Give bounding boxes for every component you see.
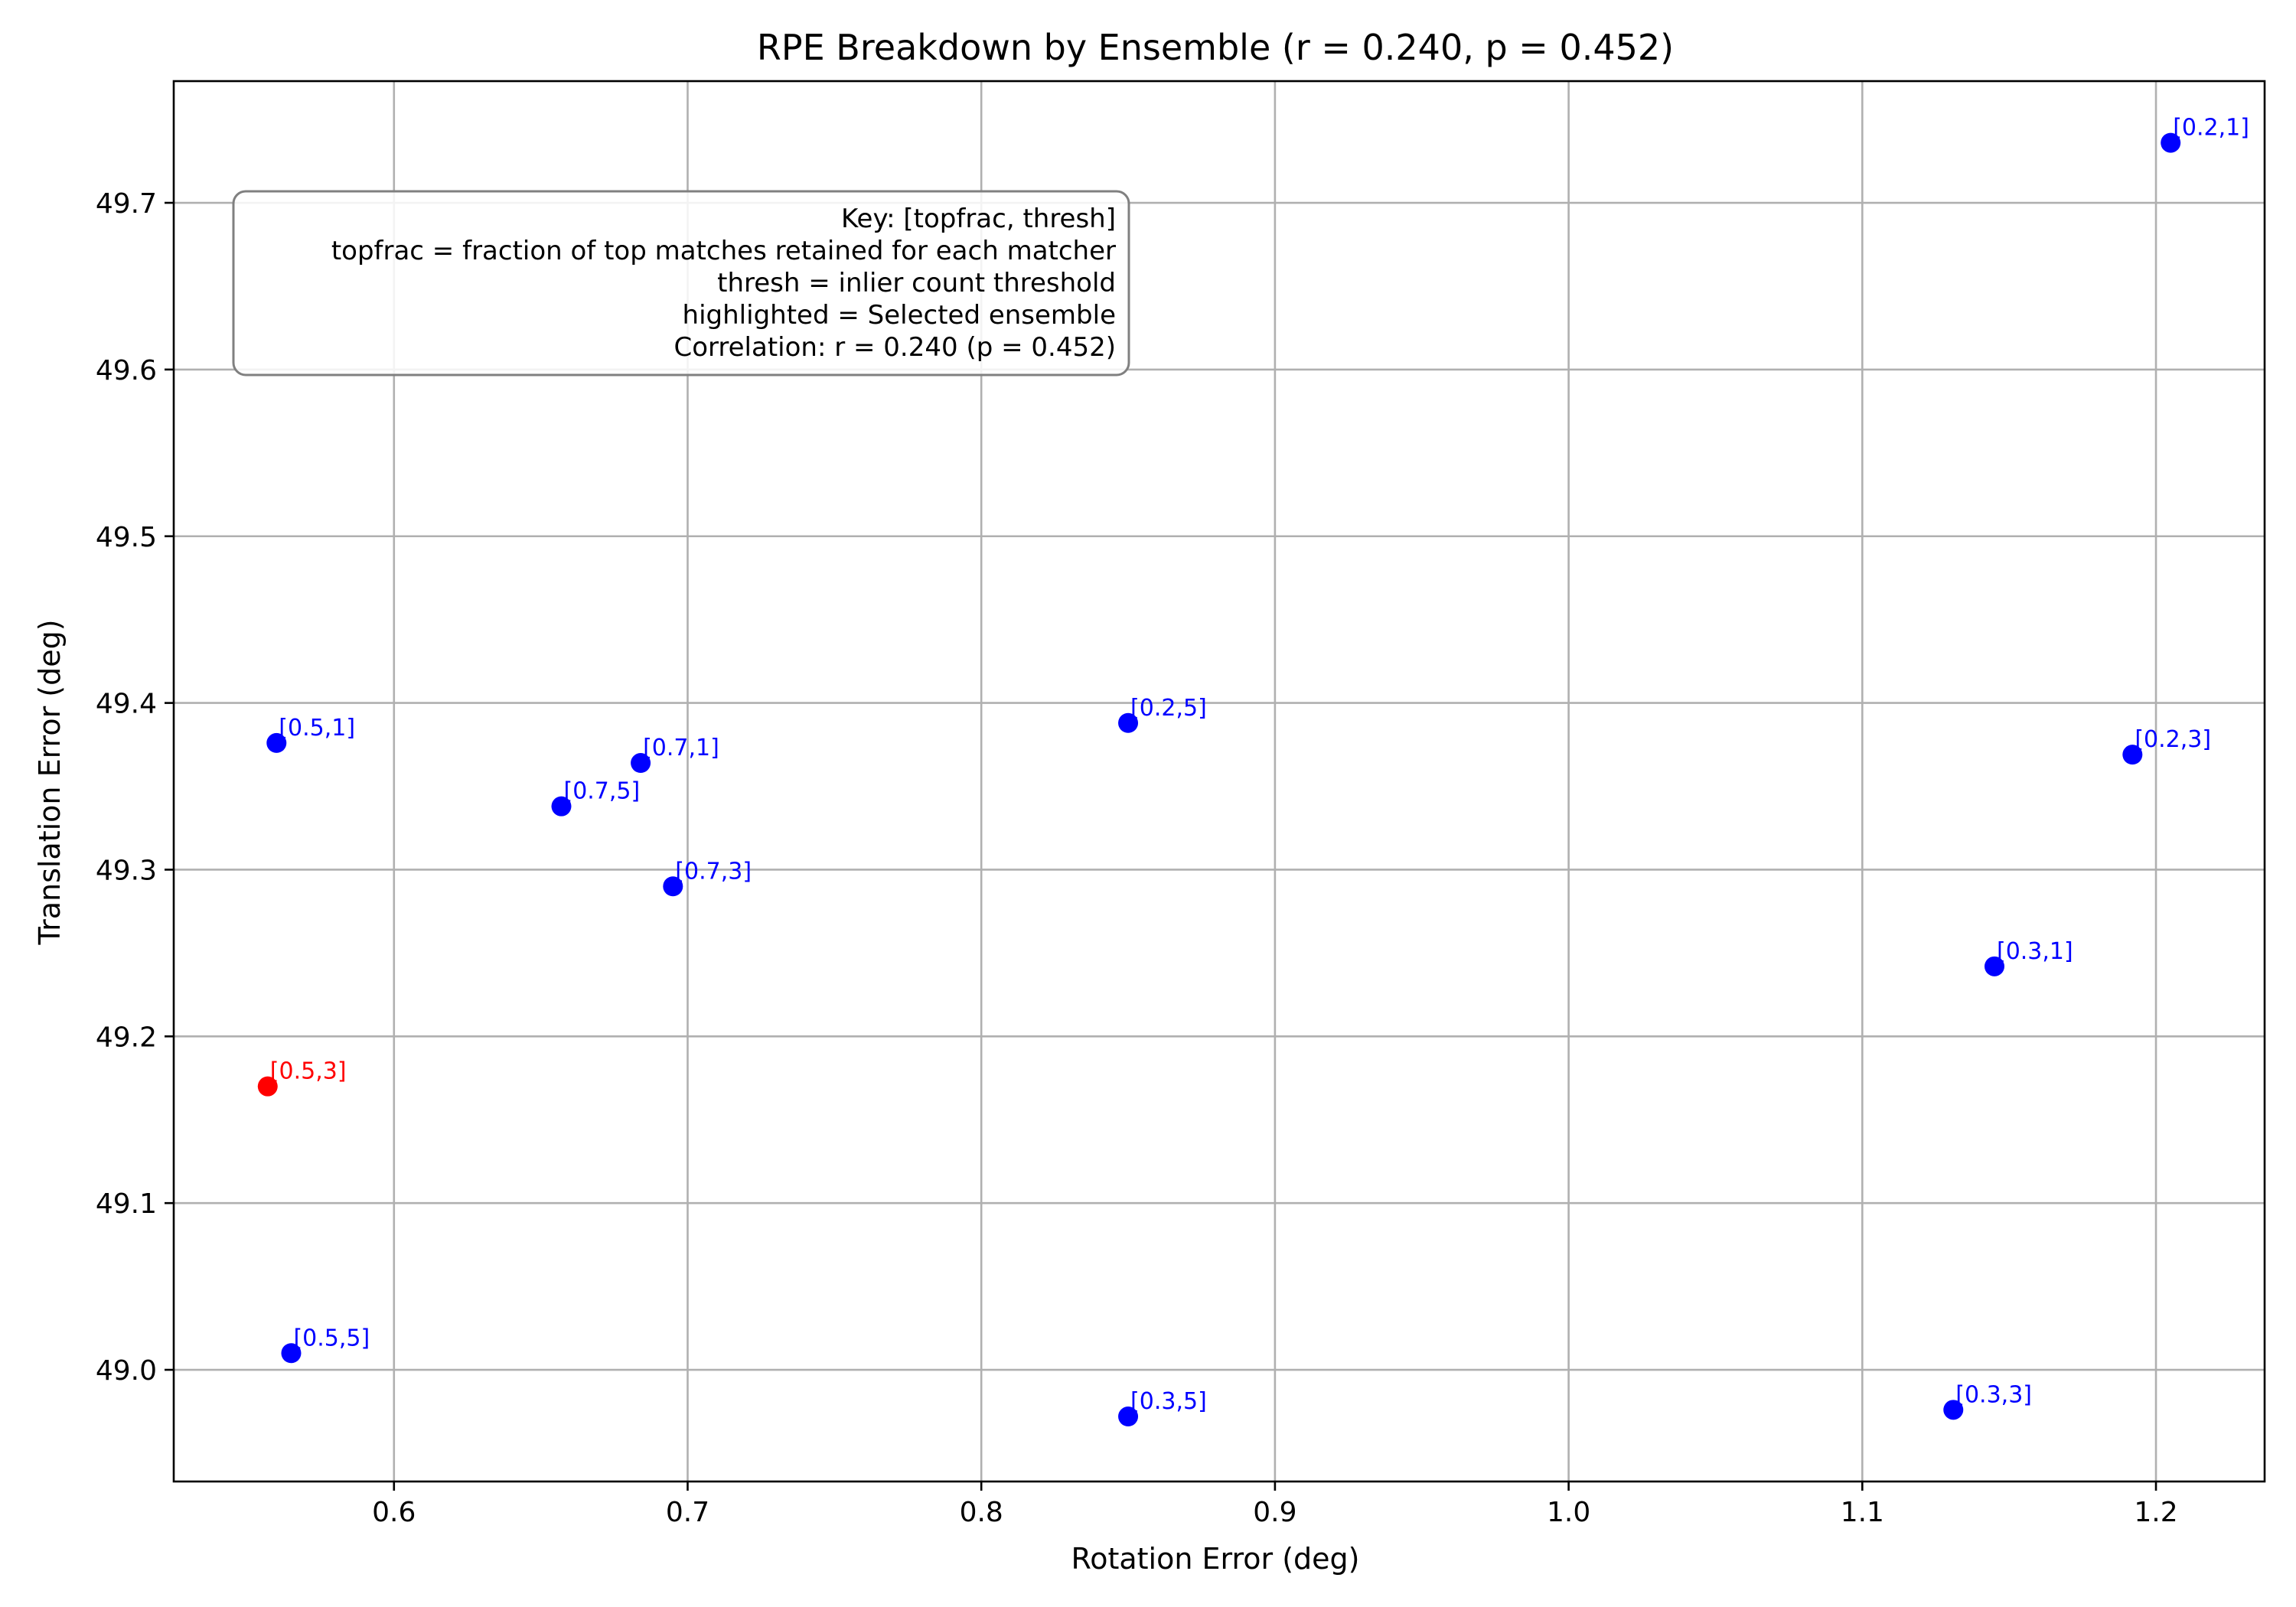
x-axis-label: Rotation Error (deg)	[1071, 1542, 1360, 1576]
x-tick-label: 0.7	[666, 1497, 709, 1528]
point-marker	[281, 1343, 302, 1364]
key-line: Correlation: r = 0.240 (p = 0.452)	[673, 332, 1116, 363]
point-label: [0.3,5]	[1130, 1388, 1207, 1415]
y-tick-label: 49.5	[96, 522, 157, 553]
key-line: topfrac = fraction of top matches retain…	[331, 236, 1116, 266]
point-marker	[551, 796, 572, 817]
y-tick-label: 49.3	[96, 855, 157, 886]
y-tick-label: 49.0	[96, 1355, 157, 1387]
point-marker	[2122, 745, 2143, 765]
point-label: [0.5,5]	[293, 1325, 370, 1351]
y-axis-label: Translation Error (deg)	[33, 619, 67, 945]
data-points: [0.2,1] [0.5,1] [0.7,1] [0.2,5] [0.2,3] [0.7,…	[257, 115, 2249, 1427]
key-line: Key: [topfrac, thresh]	[841, 204, 1116, 234]
point-label: [0.3,1]	[1997, 938, 2073, 965]
point-label: [0.3,3]	[1955, 1381, 2032, 1408]
y-tick-label: 49.6	[96, 355, 157, 386]
selected-point-marker	[257, 1076, 278, 1097]
point-marker	[663, 876, 683, 897]
key-box: Key: [topfrac, thresh]topfrac = fraction…	[232, 190, 1130, 376]
point-label: [0.2,1]	[2173, 115, 2249, 142]
point-label: [0.7,5]	[563, 778, 640, 805]
y-tick-label: 49.2	[96, 1022, 157, 1053]
point-label: [0.7,3]	[675, 858, 752, 885]
x-tick-label: 0.9	[1253, 1497, 1296, 1528]
point-label: [0.2,3]	[2135, 726, 2211, 753]
y-tick-label: 49.7	[96, 188, 157, 220]
key-box-frame	[232, 190, 1130, 376]
y-tick-label: 49.1	[96, 1188, 157, 1220]
key-line: highlighted = Selected ensemble	[683, 300, 1116, 331]
point-label: [0.5,1]	[279, 715, 355, 742]
point-marker	[631, 753, 651, 774]
point-label: [0.5,3]	[270, 1058, 347, 1085]
point-marker	[1984, 956, 2004, 976]
x-tick-label: 0.8	[960, 1497, 1003, 1528]
point-label: [0.2,5]	[1130, 695, 1207, 722]
point-marker	[266, 732, 287, 753]
point-label: [0.7,1]	[643, 735, 719, 761]
x-tick-label: 0.6	[372, 1497, 416, 1528]
y-tick-label: 49.4	[96, 689, 157, 720]
key-line: thresh = inlier count threshold	[717, 268, 1116, 298]
x-tick-label: 1.0	[1547, 1497, 1590, 1528]
axis-ticks: 0.6 0.7 0.8 0.9 1.0 1.1 1.2 49.0 49.1 49.2 49.3 49.…	[96, 188, 2178, 1528]
point-marker	[2161, 132, 2181, 153]
chart-title: RPE Breakdown by Ensemble (r = 0.240, p …	[757, 27, 1674, 68]
point-marker	[1118, 1407, 1139, 1427]
plot-frame	[172, 80, 2266, 1483]
x-tick-label: 1.2	[2134, 1497, 2177, 1528]
point-marker	[1118, 712, 1139, 733]
x-tick-label: 1.1	[1841, 1497, 1884, 1528]
point-marker	[1943, 1400, 1964, 1420]
